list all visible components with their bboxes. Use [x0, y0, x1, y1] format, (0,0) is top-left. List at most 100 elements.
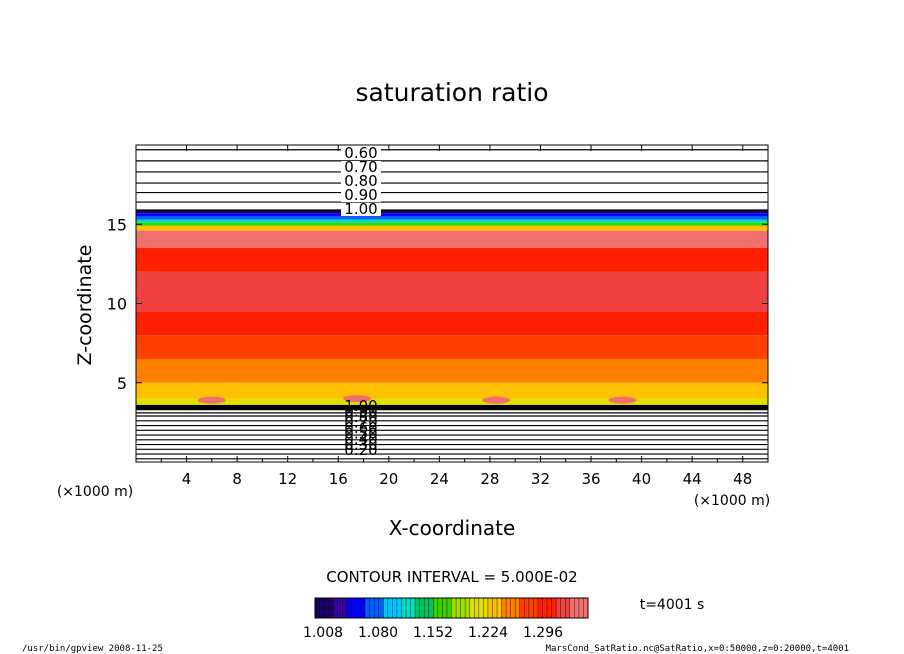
field-band — [136, 216, 768, 220]
colorbar-cell — [328, 598, 334, 618]
colorbar-cell — [410, 598, 416, 618]
footer-right: MarsCond_SatRatio.nc@SatRatio,x=0:50000,… — [546, 644, 849, 654]
colorbar-cell — [378, 598, 384, 618]
field-band — [136, 213, 768, 217]
field-blob — [482, 396, 511, 404]
x-tick-label: 48 — [733, 470, 752, 488]
contour-label: 0.40 — [344, 430, 377, 448]
colorbar-cell — [483, 598, 489, 618]
colorbar-cell — [551, 598, 557, 618]
colorbar-cell — [542, 598, 548, 618]
colorbar-cell — [396, 598, 402, 618]
field-blob — [608, 396, 637, 404]
z-tick-label: 5 — [117, 374, 127, 393]
contour-label: 0.90 — [344, 186, 377, 204]
contour-label-bg — [340, 147, 381, 160]
field-band — [136, 311, 768, 336]
colorbar-cell — [401, 598, 407, 618]
colorbar-cell — [369, 598, 375, 618]
colorbar-cell — [460, 598, 466, 618]
z-tick-label: 10 — [107, 295, 127, 314]
colorbar-cell — [506, 598, 512, 618]
colorbar-cell — [524, 598, 530, 618]
colorbar-cell — [324, 598, 330, 618]
colorbar-cell — [333, 598, 339, 618]
interface-band — [136, 404, 768, 410]
colorbar-cell — [547, 598, 553, 618]
contour-label: 0.60 — [344, 419, 377, 437]
colorbar-cell — [374, 598, 380, 618]
colorbar-cell — [451, 598, 457, 618]
z-unit-label: (×1000 m) — [57, 484, 133, 500]
contour-label: 0.80 — [344, 172, 377, 190]
contour-label: 0.80 — [344, 408, 377, 426]
colorbar-frame — [314, 597, 589, 619]
colorbar-cell — [492, 598, 498, 618]
contour-label: 0.70 — [344, 158, 377, 176]
colorbar-cell — [419, 598, 425, 618]
colorbar-cell — [387, 598, 393, 618]
field-band — [136, 248, 768, 272]
colorbar-cell — [465, 598, 471, 618]
colorbar-cell — [533, 598, 539, 618]
x-tick-label: 8 — [232, 470, 242, 488]
colorbar-cell — [574, 598, 580, 618]
x-unit-label: (×1000 m) — [694, 493, 770, 509]
colorbar-cell — [583, 598, 589, 618]
contour-interval-text: CONTOUR INTERVAL = 5.000E-02 — [326, 568, 577, 586]
colorbar-cell — [446, 598, 452, 618]
colorbar-tick-label: 1.152 — [413, 625, 453, 641]
colorbar-cell — [537, 598, 543, 618]
contour-label: 0.90 — [344, 403, 377, 421]
colorbar-cell — [578, 598, 584, 618]
contour-label: 0.50 — [344, 425, 377, 443]
contour-label-bg — [340, 175, 381, 188]
field-band — [136, 230, 768, 249]
colorbar-cell — [560, 598, 566, 618]
z-tick-label: 15 — [107, 215, 127, 234]
field-blob — [343, 395, 372, 403]
colorbar-cell — [442, 598, 448, 618]
colorbar-tick-label: 1.296 — [523, 625, 563, 641]
x-tick-label: 16 — [329, 470, 348, 488]
contour-label: 1.00 — [344, 200, 377, 218]
colorbar-tick-labels: 1.008 1.080 1.152 1.224 1.296 — [303, 625, 563, 641]
colorbar-cell — [337, 598, 343, 618]
colorbar-cell — [478, 598, 484, 618]
contour-label: 1.00 — [344, 397, 377, 415]
x-tick-label: 36 — [581, 470, 600, 488]
colorbar-tick-label: 1.008 — [303, 625, 343, 641]
colorbar-tick-label: 1.224 — [468, 625, 508, 641]
colorbar-cell — [469, 598, 475, 618]
field-band — [136, 335, 768, 359]
colorbar-cell — [501, 598, 507, 618]
colorbar-cell — [569, 598, 575, 618]
colorbar-cell — [556, 598, 562, 618]
x-tick-label: 28 — [480, 470, 499, 488]
colorbar-cell — [319, 598, 325, 618]
field-band — [136, 271, 768, 312]
colorbar-cell — [428, 598, 434, 618]
x-tick-label: 24 — [430, 470, 449, 488]
contour-label-bg — [340, 189, 381, 202]
contour-label: 0.60 — [344, 144, 377, 162]
x-axis-label: X-coordinate — [389, 516, 516, 540]
colorbar-cell — [528, 598, 534, 618]
time-label: t=4001 s — [640, 597, 705, 613]
colorbar-cell — [433, 598, 439, 618]
colorbar-cell — [342, 598, 348, 618]
x-tick-label: 32 — [531, 470, 550, 488]
contour-label: 0.70 — [344, 414, 377, 432]
colorbar-cell — [437, 598, 443, 618]
colorbar-cell — [351, 598, 357, 618]
field-band — [136, 219, 768, 223]
contour-label: 0.20 — [344, 441, 377, 459]
colorbar-cell — [346, 598, 352, 618]
colorbar-cell — [365, 598, 371, 618]
x-tick-label: 4 — [182, 470, 192, 488]
colorbar-cell — [406, 598, 412, 618]
colorbar-cell — [392, 598, 398, 618]
colorbar-cell — [565, 598, 571, 618]
colorbar-cell — [487, 598, 493, 618]
